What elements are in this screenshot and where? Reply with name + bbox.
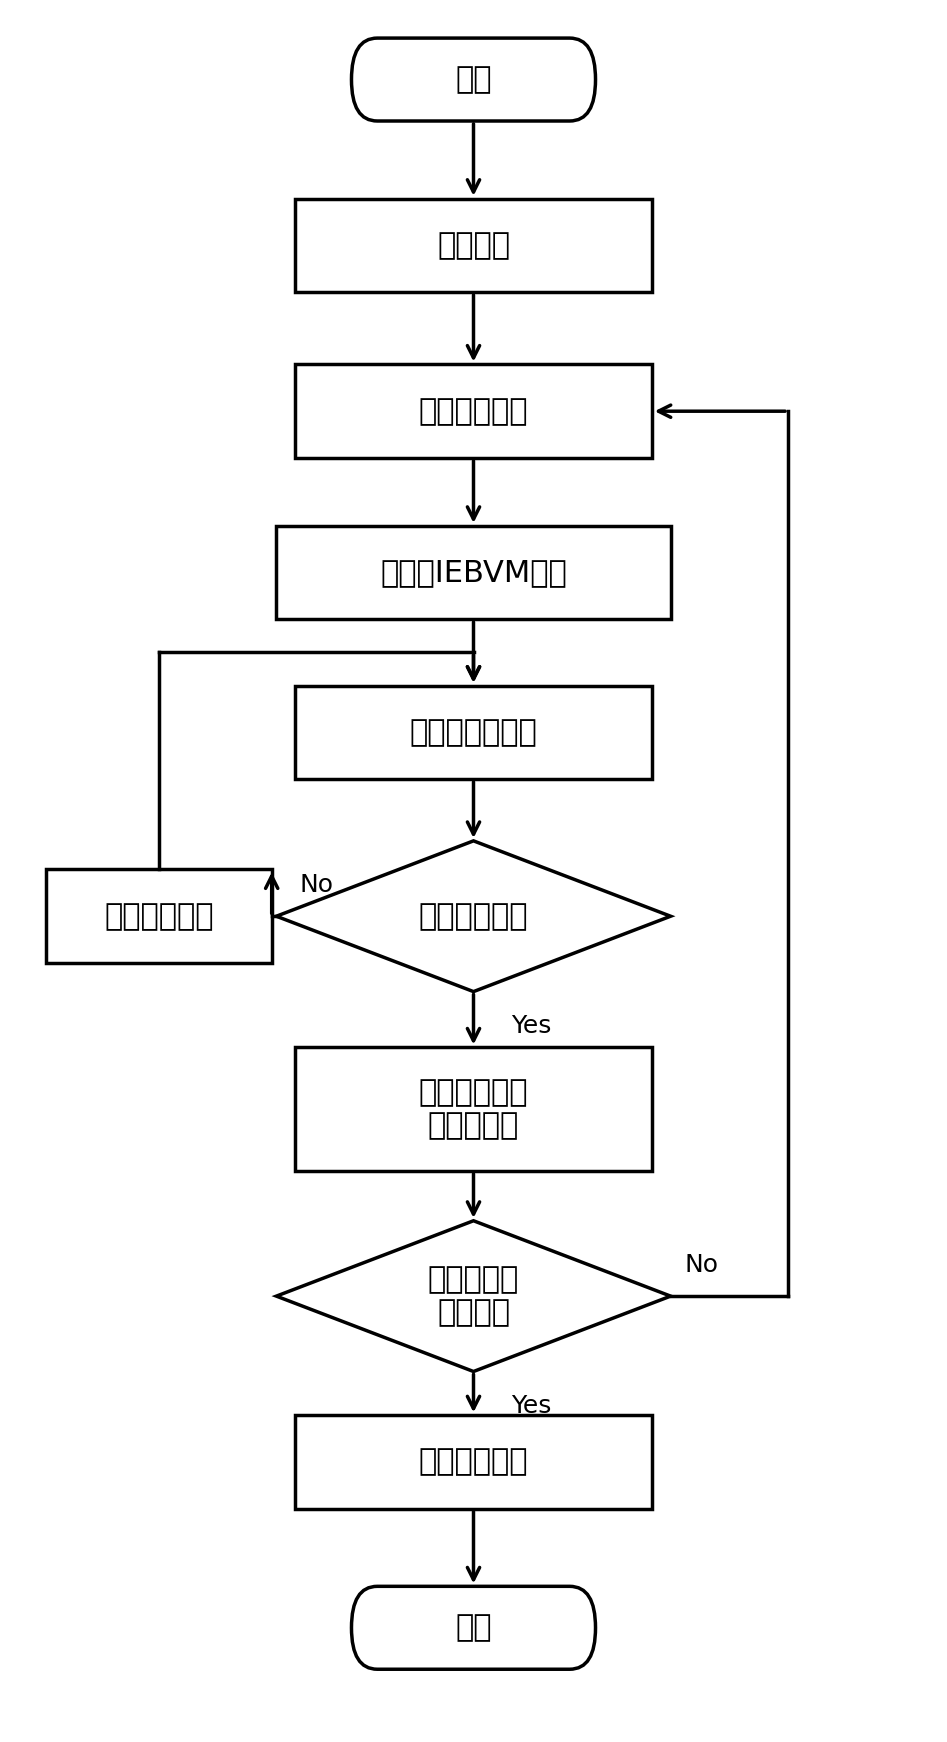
Text: 调整求解精度: 调整求解精度	[104, 902, 214, 930]
Polygon shape	[277, 841, 670, 991]
Bar	[295, 1047, 652, 1171]
Text: 初始化IEBVM参数: 初始化IEBVM参数	[380, 557, 567, 587]
Text: 完成: 完成	[456, 1613, 491, 1643]
Text: 获取诊断模型: 获取诊断模型	[419, 1448, 528, 1477]
Text: 求解闭包球问题: 求解闭包球问题	[410, 718, 537, 747]
Bar	[295, 686, 652, 779]
Text: Yes: Yes	[511, 1394, 551, 1418]
Bar	[295, 364, 652, 458]
Text: 所有二分类
器训练完: 所有二分类 器训练完	[428, 1265, 519, 1327]
Bar	[295, 199, 652, 293]
Text: Yes: Yes	[511, 1014, 551, 1038]
Text: 数据采集: 数据采集	[437, 232, 510, 260]
Bar	[277, 526, 670, 618]
FancyBboxPatch shape	[351, 38, 596, 120]
Text: 构造二分类器: 构造二分类器	[419, 397, 528, 425]
FancyBboxPatch shape	[351, 1587, 596, 1669]
Bar	[295, 1415, 652, 1509]
Text: 达到求解精度: 达到求解精度	[419, 902, 528, 930]
Text: No: No	[300, 873, 334, 897]
Polygon shape	[277, 1221, 670, 1371]
Text: No: No	[685, 1252, 719, 1277]
Text: 开始: 开始	[456, 64, 491, 94]
Text: 保存支持向量
及权重系数: 保存支持向量 及权重系数	[419, 1078, 528, 1141]
Bar	[46, 869, 272, 963]
